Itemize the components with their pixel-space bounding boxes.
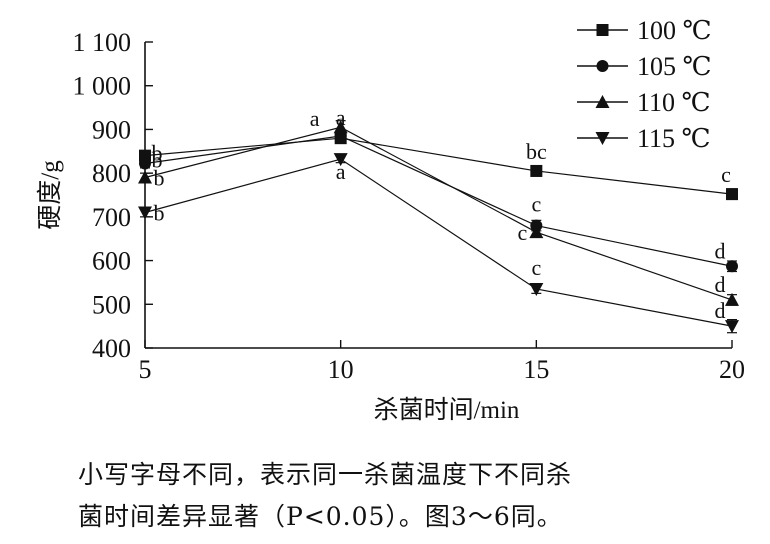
data-point bbox=[726, 260, 738, 273]
data-point bbox=[138, 206, 152, 220]
y-tick-label: 1 100 bbox=[73, 28, 132, 57]
significance-label: a bbox=[336, 159, 346, 184]
x-tick-label: 5 bbox=[139, 355, 152, 384]
legend-label: 100 ℃ bbox=[637, 16, 712, 45]
y-tick-label: 400 bbox=[92, 334, 131, 363]
significance-label: bc bbox=[526, 139, 547, 164]
significance-label: b bbox=[154, 200, 165, 225]
line-chart: 400 500 600 700 800 900 1 000 1 100 5 10 15 20 杀菌时间/… bbox=[36, 16, 745, 424]
significance-label: a bbox=[336, 105, 346, 130]
data-point bbox=[333, 120, 348, 134]
data-point bbox=[139, 157, 151, 170]
data-point bbox=[529, 282, 544, 296]
legend-label: 115 ℃ bbox=[637, 124, 711, 153]
x-tick-label: 15 bbox=[523, 355, 549, 384]
y-tick-label: 900 bbox=[92, 115, 131, 144]
series-line bbox=[144, 126, 733, 301]
data-point bbox=[530, 164, 543, 177]
significance-label: d bbox=[715, 238, 726, 263]
x-tick-label: 10 bbox=[328, 355, 354, 384]
significance-label: c bbox=[531, 255, 541, 280]
significance-label: a bbox=[310, 106, 320, 131]
series-line bbox=[144, 137, 733, 195]
series-line bbox=[144, 158, 733, 327]
y-tick-label: 600 bbox=[92, 247, 131, 276]
significance-label: c bbox=[721, 162, 731, 187]
significance-label: b bbox=[152, 141, 163, 166]
data-point bbox=[725, 320, 739, 334]
legend-label: 110 ℃ bbox=[637, 88, 711, 117]
data-point bbox=[138, 170, 152, 184]
legend-marker bbox=[595, 132, 610, 145]
significance-label: b bbox=[152, 148, 163, 173]
y-axis-title: 硬度/g bbox=[36, 160, 64, 230]
series-line bbox=[144, 135, 733, 267]
y-tick-label: 800 bbox=[92, 159, 131, 188]
data-point bbox=[333, 153, 348, 167]
data-point bbox=[529, 225, 544, 239]
significance-label: d bbox=[715, 272, 726, 297]
caption-line-1: 小写字母不同，表示同一杀菌温度下不同杀 bbox=[78, 460, 573, 489]
y-tick-label: 500 bbox=[92, 290, 131, 319]
data-point bbox=[725, 292, 739, 306]
significance-label: c bbox=[531, 192, 541, 217]
significance-label: b bbox=[154, 166, 165, 191]
significance-label: d bbox=[715, 298, 726, 323]
significance-label: c bbox=[517, 220, 527, 245]
legend-marker bbox=[596, 24, 609, 36]
legend-marker bbox=[596, 60, 609, 72]
legend-marker bbox=[595, 95, 610, 108]
x-tick-label: 20 bbox=[719, 355, 745, 384]
y-tick-label: 700 bbox=[92, 203, 131, 232]
y-tick-label: 1 000 bbox=[73, 72, 132, 101]
legend-label: 105 ℃ bbox=[637, 52, 712, 81]
data-point bbox=[726, 188, 738, 201]
x-axis-title: 杀菌时间/min bbox=[374, 396, 520, 424]
caption-line-2: 菌时间差异显著（P<0.05）。图3～6同。 bbox=[78, 502, 563, 531]
